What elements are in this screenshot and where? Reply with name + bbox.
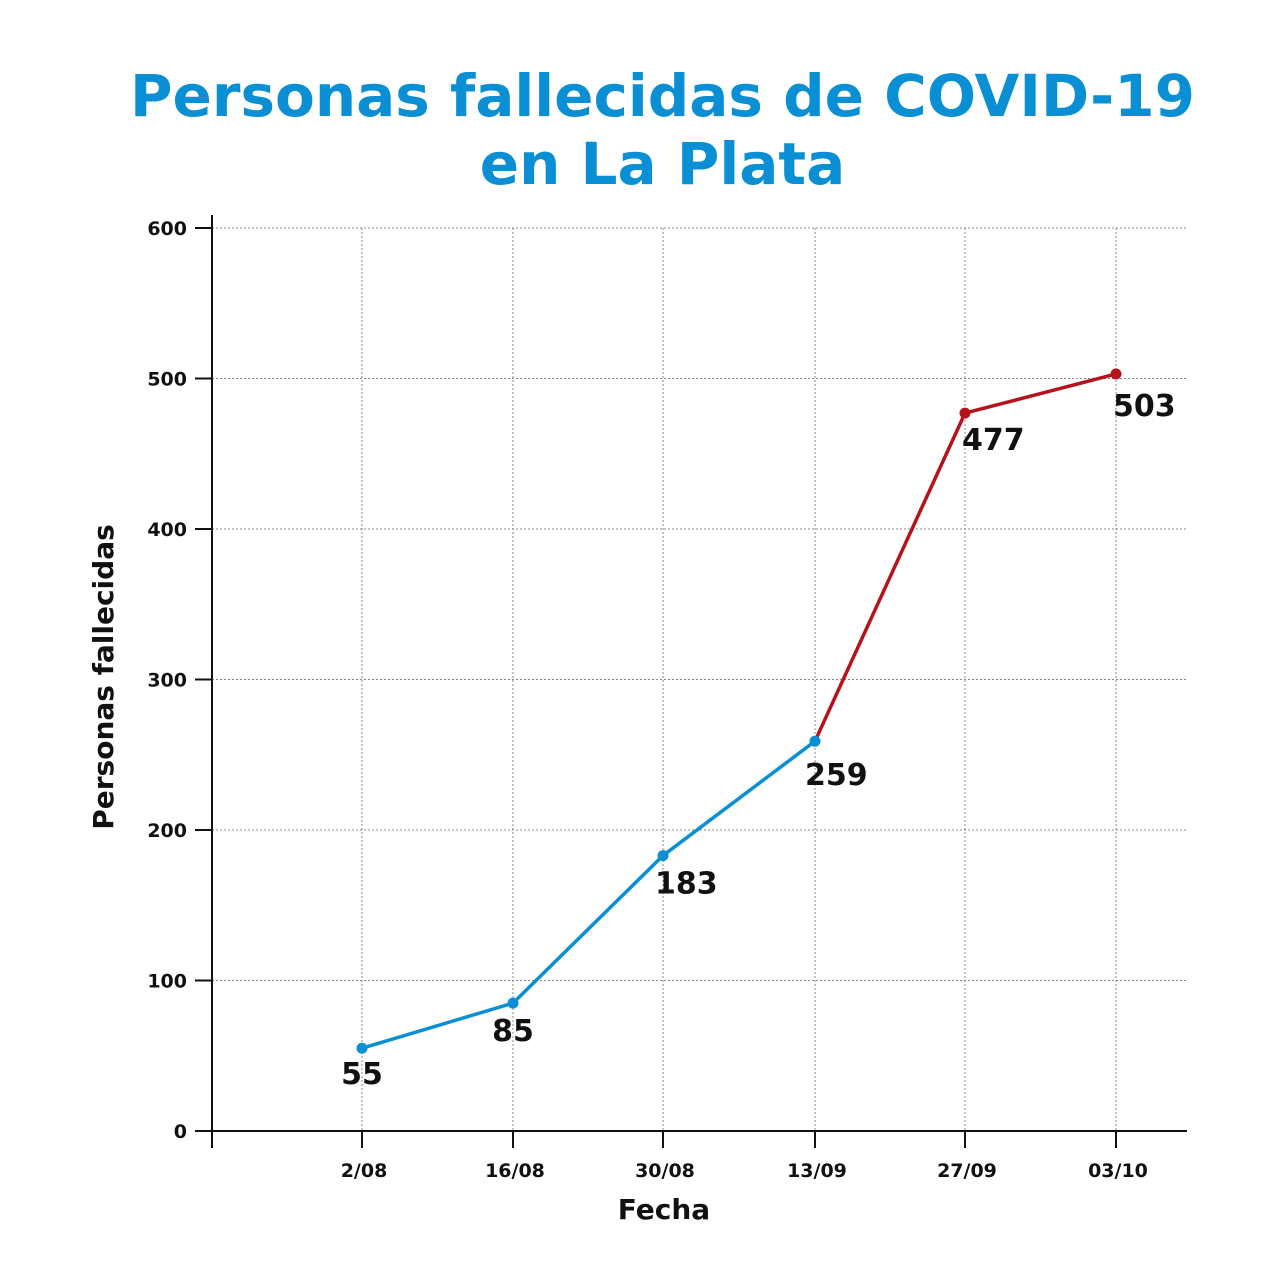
y-tick-label: 100: [147, 971, 187, 993]
grid: [212, 227, 1187, 1131]
data-point: [507, 997, 519, 1009]
y-tick-label: 500: [147, 369, 187, 391]
series-segment: [963, 372, 1118, 415]
series-lines: [360, 372, 1118, 1050]
chart-title: Personas fallecidas de COVID-19 en La Pl…: [0, 62, 1280, 198]
data-points: [356, 368, 1122, 1054]
x-tick-label: 16/08: [485, 1160, 545, 1182]
series-segment: [661, 739, 817, 858]
x-tick-label: 03/10: [1088, 1160, 1148, 1182]
y-tick-label: 300: [147, 670, 187, 692]
chart-title-line-2: en La Plata: [479, 130, 846, 198]
data-point: [657, 850, 669, 862]
data-point: [809, 735, 821, 747]
ticks: 0 100 200 300 400 500 600 2/08 16/08 30/08 13/09 27…: [147, 218, 1148, 1182]
data-label: 55: [341, 1057, 383, 1092]
data-label: 259: [805, 758, 868, 793]
data-label: 183: [655, 867, 718, 902]
data-point: [959, 407, 971, 419]
data-label: 503: [1113, 389, 1176, 424]
data-label: 477: [962, 423, 1025, 458]
y-tick-label: 600: [147, 218, 187, 240]
y-tick-label: 0: [174, 1121, 187, 1143]
data-point: [356, 1042, 368, 1054]
data-point: [1110, 368, 1122, 380]
chart-title-line-1: Personas fallecidas de COVID-19: [130, 62, 1195, 130]
series-segment: [360, 1001, 515, 1050]
y-tick-label: 200: [147, 820, 187, 842]
y-tick-label: 400: [147, 519, 187, 541]
x-tick-label: 30/08: [635, 1160, 695, 1182]
data-labels: 55 85 183 259 477 503: [341, 389, 1176, 1092]
x-tick-label: 2/08: [341, 1160, 388, 1182]
x-axis-title: Fecha: [618, 1193, 710, 1226]
series-segment: [511, 853, 665, 1005]
series-segment: [813, 411, 967, 743]
x-tick-label: 27/09: [937, 1160, 997, 1182]
data-label: 85: [492, 1014, 534, 1049]
axes: [211, 215, 1187, 1148]
x-tick-label: 13/09: [787, 1160, 847, 1182]
y-axis-title: Personas fallecidas: [87, 524, 120, 830]
